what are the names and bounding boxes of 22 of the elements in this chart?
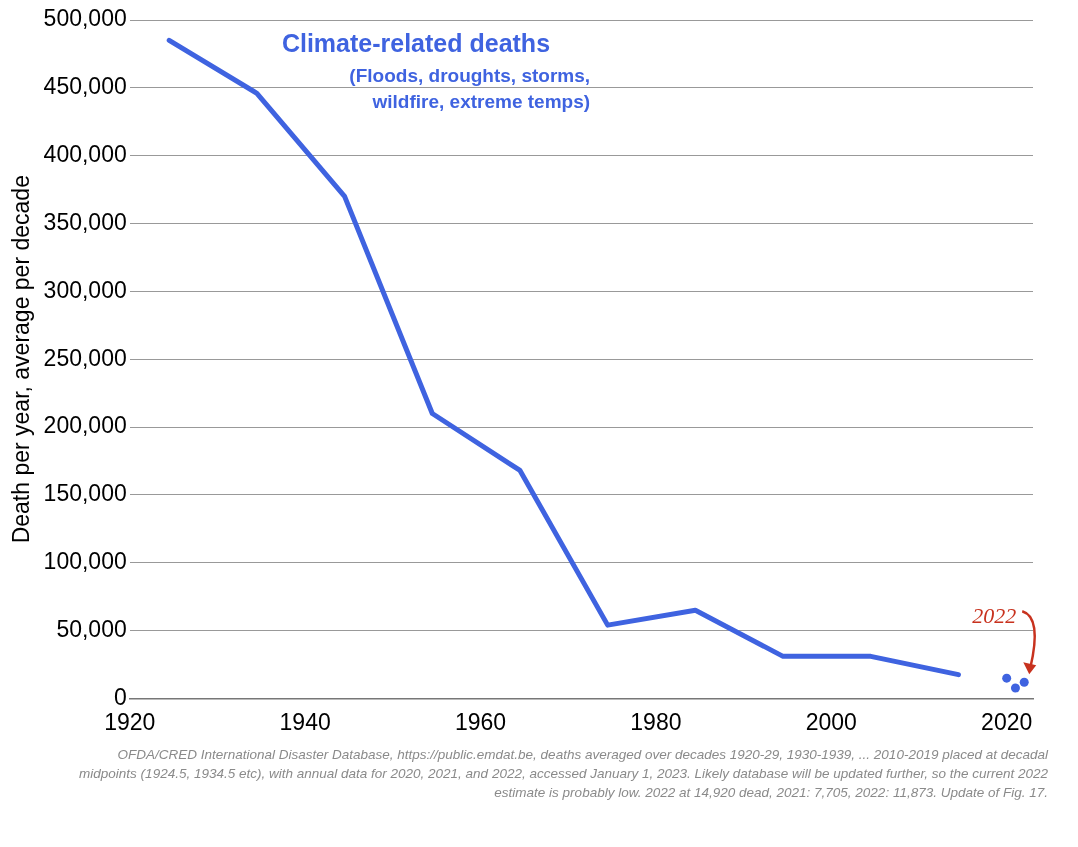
y-tick-label: 0 [113, 683, 127, 710]
y-tick-label: 250,000 [43, 344, 127, 371]
text: OFDA/CRED International Disaster Database, https://public.emdat.be, deaths averaged over decades 1920-29, 1930-1939, ... 2010-2019 placed at decadal midpoints (1924.5, 1934.5 etc), with annual data for 2020, 2021, and 2022, accessed January 1, 2023. Likely database will be updated further, so the current 2022 estimate is probably low. 2022 at 14,920 dead, 2021: 7,705, 2022: 11,873. Update of Fig. 17. [78, 746, 1050, 802]
x-tick-label: 2000 [805, 708, 857, 735]
y-tick-label: 100,000 [43, 548, 127, 575]
x-tick-label: 1940 [279, 708, 331, 735]
y-tick-label: 150,000 [43, 480, 127, 507]
y-tick-label: 200,000 [43, 412, 127, 439]
series-label: Climate-related deaths [281, 29, 551, 58]
y-tick-label: 350,000 [43, 208, 127, 235]
x-tick-label: 1920 [104, 708, 156, 735]
x-tick-label: 1980 [630, 708, 682, 735]
y-tick-label: 50,000 [56, 615, 127, 642]
y-tick-label: 450,000 [43, 73, 127, 100]
x-tick-label: 2020 [981, 708, 1033, 735]
y-tick-label: 500,000 [43, 5, 127, 32]
y-axis-title: Death per year, average per decade [8, 175, 35, 544]
annotation: (Floods, droughts, storms, wildfire, extreme temps) [349, 65, 591, 113]
x-tick-label: 1960 [454, 708, 507, 735]
annotation: 2022 [972, 603, 1017, 629]
y-tick-label: 400,000 [43, 141, 127, 168]
y-tick-label: 300,000 [43, 276, 127, 303]
